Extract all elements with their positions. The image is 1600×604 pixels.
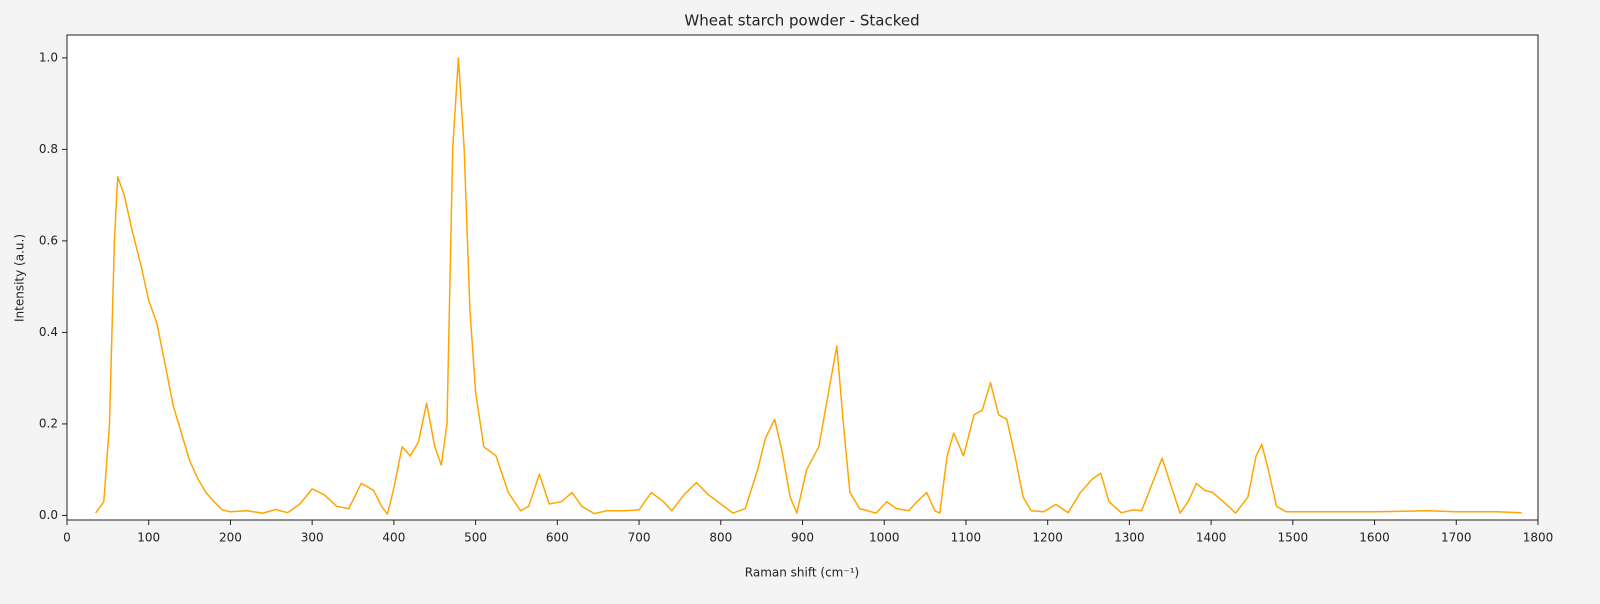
x-tick-label: 1100 bbox=[951, 531, 982, 545]
x-tick-label: 0 bbox=[63, 531, 71, 545]
x-tick-label: 500 bbox=[464, 531, 487, 545]
y-axis-label: Intensity (a.u.) bbox=[13, 234, 27, 322]
spectrum-line bbox=[94, 57, 1522, 515]
plot-area bbox=[66, 34, 1539, 521]
x-tick-label: 1300 bbox=[1114, 531, 1145, 545]
x-tick-label: 1500 bbox=[1278, 531, 1309, 545]
x-tick-label: 200 bbox=[219, 531, 242, 545]
x-tick-label: 1800 bbox=[1523, 531, 1554, 545]
y-tick-label: 0.8 bbox=[39, 142, 58, 156]
x-tick-label: 1000 bbox=[869, 531, 900, 545]
x-tick-label: 1200 bbox=[1032, 531, 1063, 545]
x-tick-label: 1700 bbox=[1441, 531, 1472, 545]
x-tick-label: 100 bbox=[137, 531, 160, 545]
x-tick-label: 300 bbox=[301, 531, 324, 545]
y-tick-label: 0.6 bbox=[39, 233, 58, 247]
y-tick-label: 0.2 bbox=[39, 416, 58, 430]
x-tick-label: 700 bbox=[628, 531, 651, 545]
y-tick-label: 0.4 bbox=[39, 325, 58, 339]
y-tick-label: 1.0 bbox=[39, 50, 58, 64]
chart-title: Wheat starch powder - Stacked bbox=[684, 12, 919, 30]
x-tick-label: 900 bbox=[791, 531, 814, 545]
x-tick-label: 800 bbox=[709, 531, 732, 545]
x-axis-label: Raman shift (cm⁻¹) bbox=[745, 566, 859, 580]
x-tick-label: 600 bbox=[546, 531, 569, 545]
x-tick-label: 1400 bbox=[1196, 531, 1227, 545]
x-tick-label: 400 bbox=[382, 531, 405, 545]
y-tick-label: 0.0 bbox=[39, 508, 58, 522]
x-tick-label: 1600 bbox=[1359, 531, 1390, 545]
